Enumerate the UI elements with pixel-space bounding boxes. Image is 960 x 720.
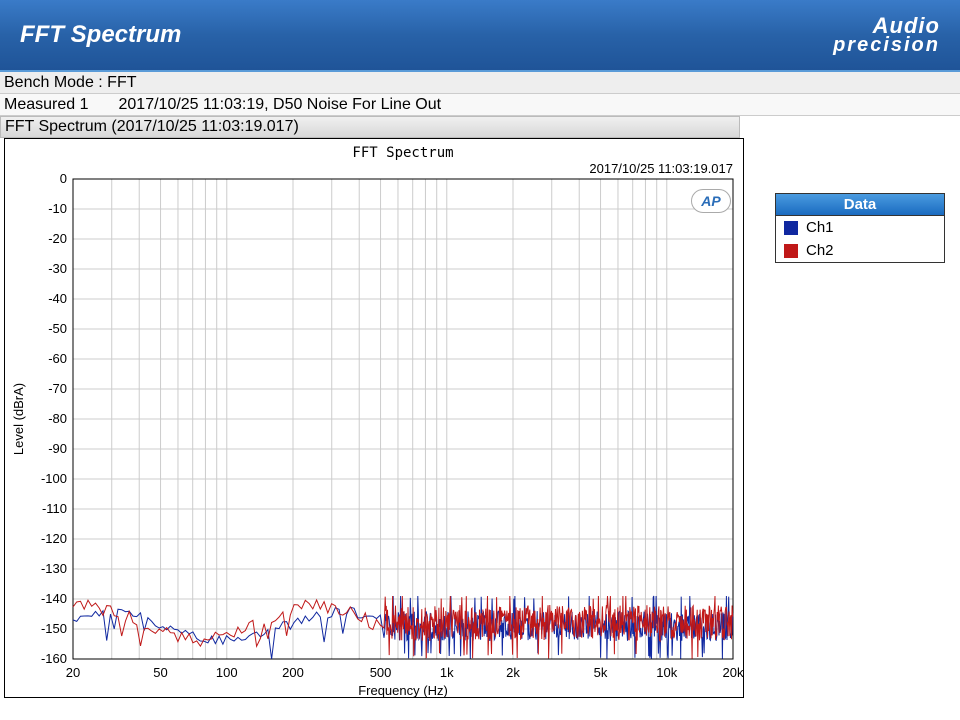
svg-text:200: 200 bbox=[282, 665, 304, 680]
legend-swatch-ch2 bbox=[784, 244, 798, 258]
svg-text:-20: -20 bbox=[48, 231, 67, 246]
svg-text:-60: -60 bbox=[48, 351, 67, 366]
chart-subhead: FFT Spectrum (2017/10/25 11:03:19.017) bbox=[0, 116, 740, 138]
svg-text:-100: -100 bbox=[41, 471, 67, 486]
svg-text:500: 500 bbox=[370, 665, 392, 680]
svg-text:-10: -10 bbox=[48, 201, 67, 216]
legend-label-ch2: Ch2 bbox=[806, 242, 834, 259]
legend-title: Data bbox=[776, 194, 944, 216]
svg-text:-90: -90 bbox=[48, 441, 67, 456]
chart-canvas: FFT Spectrum 2017/10/25 11:03:19.017 0 -10 -… bbox=[4, 138, 744, 698]
ap-badge-icon: AP bbox=[691, 189, 731, 213]
svg-text:-30: -30 bbox=[48, 261, 67, 276]
bench-mode-row: Bench Mode : FFT bbox=[0, 72, 960, 94]
svg-text:20: 20 bbox=[66, 665, 80, 680]
svg-text:100: 100 bbox=[216, 665, 238, 680]
svg-text:-120: -120 bbox=[41, 531, 67, 546]
app-header: FFT Spectrum Audio precision bbox=[0, 0, 960, 72]
header-title: FFT Spectrum bbox=[20, 21, 181, 49]
svg-text:5k: 5k bbox=[594, 665, 608, 680]
svg-text:1k: 1k bbox=[440, 665, 454, 680]
legend-item-ch2: Ch2 bbox=[776, 239, 944, 262]
svg-text:-40: -40 bbox=[48, 291, 67, 306]
legend-swatch-ch1 bbox=[784, 221, 798, 235]
subhead-text: FFT Spectrum (2017/10/25 11:03:19.017) bbox=[5, 118, 299, 136]
svg-text:-150: -150 bbox=[41, 621, 67, 636]
logo-line1: Audio bbox=[873, 16, 940, 36]
legend-item-ch1: Ch1 bbox=[776, 216, 944, 239]
svg-text:2k: 2k bbox=[506, 665, 520, 680]
svg-text:-130: -130 bbox=[41, 561, 67, 576]
svg-text:-160: -160 bbox=[41, 651, 67, 666]
svg-text:FFT Spectrum: FFT Spectrum bbox=[352, 145, 453, 161]
chart-region: FFT Spectrum2017/10/25 11:03:19.0170-10-… bbox=[0, 138, 960, 146]
svg-text:-140: -140 bbox=[41, 591, 67, 606]
measured-label: Measured 1 bbox=[4, 96, 89, 114]
svg-text:-110: -110 bbox=[42, 501, 67, 516]
svg-text:-80: -80 bbox=[48, 411, 67, 426]
measured-row: Measured 1 2017/10/25 11:03:19, D50 Nois… bbox=[0, 94, 960, 116]
svg-text:Level (dBrA): Level (dBrA) bbox=[11, 383, 26, 455]
svg-text:0: 0 bbox=[60, 171, 67, 186]
svg-text:2017/10/25 11:03:19.017: 2017/10/25 11:03:19.017 bbox=[589, 161, 733, 176]
bench-mode-label: Bench Mode : FFT bbox=[4, 74, 137, 92]
svg-text:50: 50 bbox=[153, 665, 167, 680]
brand-logo: Audio precision bbox=[833, 16, 940, 54]
svg-text:-50: -50 bbox=[48, 321, 67, 336]
svg-text:20k: 20k bbox=[723, 665, 744, 680]
svg-text:-70: -70 bbox=[48, 381, 67, 396]
legend: Data Ch1 Ch2 bbox=[775, 193, 945, 263]
logo-line2: precision bbox=[833, 36, 940, 54]
svg-text:Frequency (Hz): Frequency (Hz) bbox=[358, 683, 448, 698]
measured-info: 2017/10/25 11:03:19, D50 Noise For Line … bbox=[119, 96, 442, 114]
svg-text:10k: 10k bbox=[656, 665, 677, 680]
legend-label-ch1: Ch1 bbox=[806, 219, 834, 236]
